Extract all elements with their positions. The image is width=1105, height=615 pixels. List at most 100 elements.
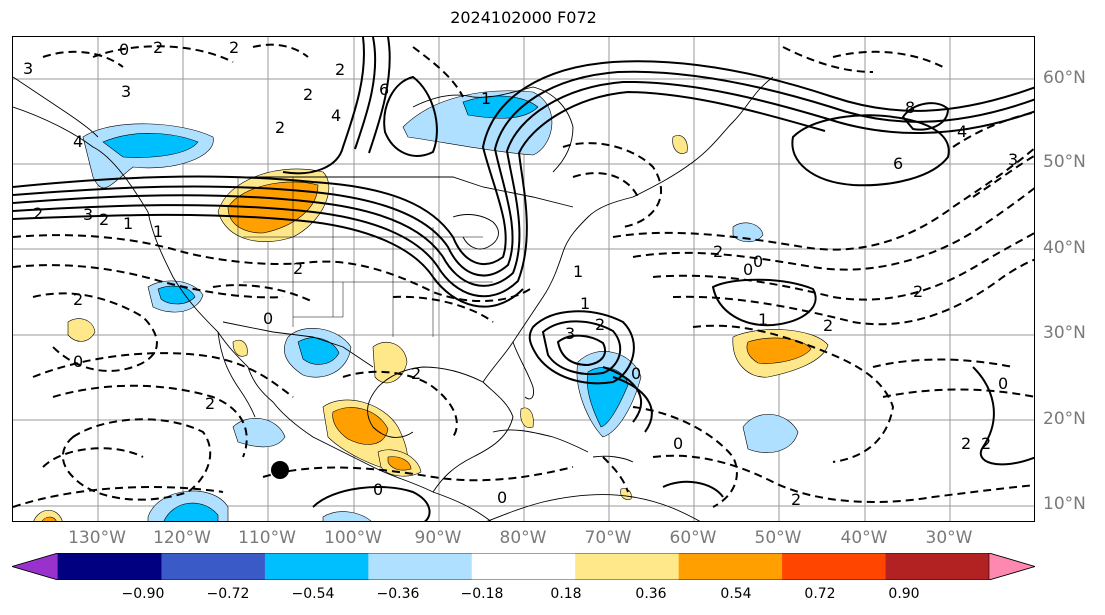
colorbar-segment [678, 553, 783, 580]
lon-label-110w: 110°W [238, 528, 296, 548]
coast-cuba [492, 429, 589, 453]
anomaly-atlantic-east-core [746, 337, 812, 364]
contour-label: 0 [631, 364, 641, 383]
contour-label: 2 [335, 60, 345, 79]
contour-label: 2 [275, 118, 285, 137]
colorbar-tick-label: −0.54 [291, 586, 335, 602]
contour-label: 2 [293, 259, 303, 278]
colorbar-segment [471, 553, 576, 580]
contour-label: 1 [123, 214, 133, 233]
coast-atlantic-us [512, 196, 634, 343]
colorbar [12, 553, 1035, 580]
colorbar-segment [264, 553, 369, 580]
lat-label-10n: 10°N [1043, 494, 1086, 514]
contour-label: 2 [913, 282, 923, 301]
contour-label: 0 [497, 488, 507, 507]
contour-label: 2 [99, 210, 109, 229]
solid-contours [13, 37, 1034, 521]
contour-label: 2 [303, 85, 313, 104]
contour-label: 0 [743, 260, 753, 279]
colorbar-segment [885, 553, 990, 580]
colorbar-tick-label: 0.90 [888, 586, 920, 602]
contour-label: 1 [580, 294, 590, 313]
contour-label: 0 [998, 374, 1008, 393]
coast-hispaniola [592, 455, 634, 463]
lat-label-40n: 40°N [1043, 238, 1086, 258]
lon-label-70w: 70°W [584, 528, 632, 548]
contour-label: 0 [263, 309, 273, 328]
coast-great-lakes [452, 214, 499, 250]
contour-label: 3 [1008, 150, 1018, 169]
contour-label: 2 [153, 38, 163, 57]
coast-alaska [13, 76, 99, 138]
anomaly-southern-mexico-core [332, 407, 389, 445]
map-panel: 2 0 2 3 4 6 2 4 3 2 1 3 2 1 0 2 2 0 2 2 … [12, 36, 1035, 522]
lon-label-80w: 80°W [499, 528, 547, 548]
contour-label: 2 [73, 290, 83, 309]
contour-label: 2 [595, 315, 605, 334]
contour-label: 1 [573, 262, 583, 281]
contour-label: 2 [411, 364, 421, 383]
contour-label: 8 [905, 98, 915, 117]
border-us-mexico [222, 321, 374, 368]
map-title: 2024102000 F072 [450, 8, 597, 27]
lon-label-50w: 50°W [754, 528, 802, 548]
contour-label: 0 [373, 480, 383, 499]
contour-label: 2 [823, 316, 833, 335]
anomaly-guatemala-core [387, 456, 412, 471]
contour-label: 2 [961, 434, 971, 453]
colorbar-segment [161, 553, 266, 580]
coast-south-america [486, 494, 701, 521]
contour-label: 2 [713, 242, 723, 261]
anomaly-sw-corner [33, 509, 63, 521]
anomaly-california-core [157, 285, 196, 305]
anomaly-atlantic-small [732, 222, 764, 243]
contour-label: 0 [753, 252, 763, 271]
contour-label: 0 [73, 352, 83, 371]
colorbar-tick-label: −0.90 [121, 586, 165, 602]
contour-label: 3 [565, 324, 575, 343]
colorbar-tick-label: 0.54 [720, 586, 752, 602]
lon-label-100w: 100°W [324, 528, 382, 548]
coast-hudson-bay [412, 86, 574, 173]
contour-label: 2 [205, 394, 215, 413]
anomaly-eq-pacific-core [163, 502, 219, 521]
coast-florida [482, 340, 534, 400]
contour-label: 2 [791, 490, 801, 509]
colorbar-tick-label: 0.72 [804, 586, 836, 602]
shaded-anomalies [33, 90, 829, 521]
anomaly-central-am [322, 511, 372, 521]
coast-pacific-northwest [13, 106, 492, 521]
lon-label-60w: 60°W [669, 528, 717, 548]
anomaly-gulf-west [372, 342, 408, 384]
anomaly-newfoundland [672, 135, 688, 154]
colorbar-tick-label: 0.36 [635, 586, 667, 602]
contour-label: 3 [83, 205, 93, 224]
anomaly-cuba-west [520, 407, 534, 428]
contour-label: 1 [481, 89, 491, 108]
lat-label-20n: 20°N [1043, 409, 1086, 429]
lon-label-120w: 120°W [153, 528, 211, 548]
coast-canada-east [632, 76, 774, 198]
anomaly-pacific-coast [67, 318, 96, 342]
anomaly-nw-canada-core [102, 133, 199, 158]
contour-label: 6 [379, 80, 389, 99]
anomaly-baja [232, 339, 248, 357]
contour-label: 2 [981, 434, 991, 453]
anomaly-lesser-antilles [620, 488, 632, 500]
colorbar-extend-high [988, 553, 1035, 580]
dashed-contours [13, 43, 1034, 508]
contour-label: 3 [121, 82, 131, 101]
lat-label-50n: 50°N [1043, 152, 1086, 172]
state-lines [237, 177, 493, 337]
colorbar-segment [368, 553, 473, 580]
lon-label-30w: 30°W [925, 528, 973, 548]
contour-label: 1 [153, 222, 163, 241]
coast-baja [217, 331, 256, 418]
colorbar-tick-label: −0.72 [206, 586, 250, 602]
anomaly-pacific-west [232, 418, 286, 448]
lon-label-40w: 40°W [840, 528, 888, 548]
anomaly-sw-corner-core [41, 516, 57, 521]
contour-label: 4 [957, 122, 967, 141]
lon-label-90w: 90°W [414, 528, 462, 548]
